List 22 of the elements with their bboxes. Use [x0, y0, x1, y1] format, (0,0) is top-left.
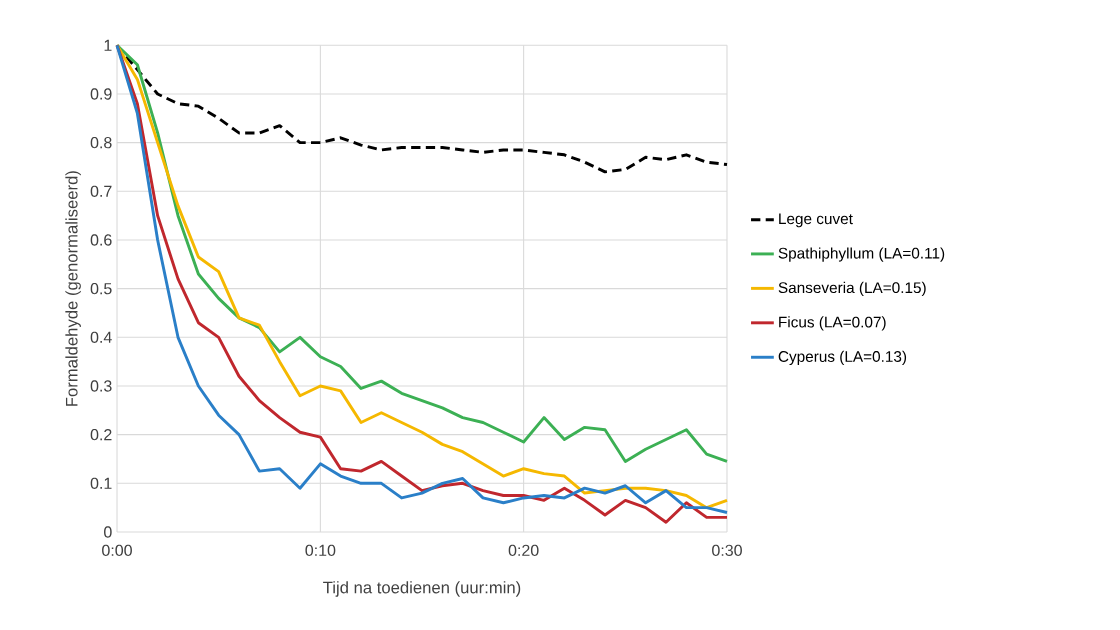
y-tick-label: 0.9 — [90, 88, 112, 100]
x-tick-label: 0:20 — [508, 544, 539, 557]
x-tick-label: 0:30 — [712, 544, 742, 557]
x-tick-label: 0:00 — [102, 544, 132, 557]
y-tick-label: 0.4 — [90, 331, 112, 343]
y-tick-label: 0.8 — [90, 136, 112, 149]
y-tick-label: 0.5 — [90, 282, 112, 295]
y-tick-label: 0 — [104, 526, 112, 538]
legend-label: Sanseveria (LA=0.15) — [778, 281, 926, 297]
legend-label: Ficus (LA=0.07) — [779, 316, 886, 331]
x-axis-title: Tijd na toedienen (uur:min) — [323, 581, 521, 597]
y-tick-label: 0.2 — [90, 428, 112, 441]
legend-label: Cyperus (LA=0.13) — [778, 350, 907, 365]
y-tick-label: 0.7 — [90, 185, 112, 197]
y-tick-label: 0.3 — [90, 380, 112, 392]
x-tick-label: 0:10 — [305, 544, 336, 557]
y-tick-label: 1 — [104, 39, 112, 51]
y-axis-title: Formaldehyde (genormaliseerd) — [65, 171, 81, 406]
y-tick-label: 0.1 — [90, 477, 112, 489]
legend-label: Lege cuvet — [779, 213, 853, 228]
y-tick-label: 0.6 — [90, 234, 112, 246]
legend-label: Spathiphyllum (LA=0.11) — [778, 247, 945, 262]
